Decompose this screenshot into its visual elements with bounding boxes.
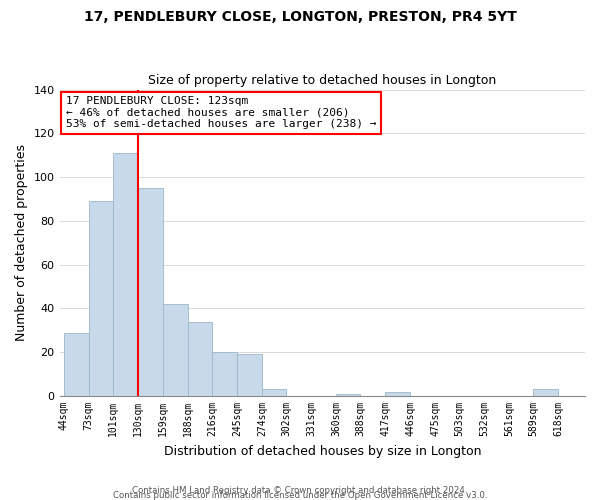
- Bar: [336, 394, 360, 396]
- Bar: [163, 304, 188, 396]
- Bar: [113, 153, 138, 396]
- Bar: [138, 188, 163, 396]
- Text: 17, PENDLEBURY CLOSE, LONGTON, PRESTON, PR4 5YT: 17, PENDLEBURY CLOSE, LONGTON, PRESTON, …: [83, 10, 517, 24]
- X-axis label: Distribution of detached houses by size in Longton: Distribution of detached houses by size …: [164, 444, 481, 458]
- Text: Contains public sector information licensed under the Open Government Licence v3: Contains public sector information licen…: [113, 491, 487, 500]
- Text: 17 PENDLEBURY CLOSE: 123sqm
← 46% of detached houses are smaller (206)
53% of se: 17 PENDLEBURY CLOSE: 123sqm ← 46% of det…: [65, 96, 376, 130]
- Bar: [188, 322, 212, 396]
- Bar: [237, 354, 262, 396]
- Bar: [89, 201, 113, 396]
- Bar: [262, 390, 286, 396]
- Title: Size of property relative to detached houses in Longton: Size of property relative to detached ho…: [148, 74, 496, 87]
- Bar: [385, 392, 410, 396]
- Bar: [212, 352, 237, 396]
- Bar: [64, 332, 89, 396]
- Bar: [533, 390, 558, 396]
- Text: Contains HM Land Registry data © Crown copyright and database right 2024.: Contains HM Land Registry data © Crown c…: [132, 486, 468, 495]
- Y-axis label: Number of detached properties: Number of detached properties: [15, 144, 28, 342]
